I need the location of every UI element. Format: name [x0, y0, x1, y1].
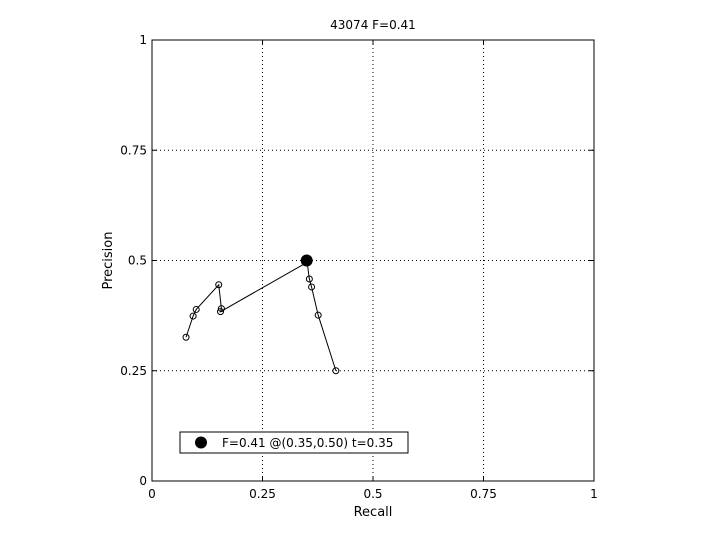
data-point	[215, 281, 223, 289]
x-tick-label: 0.5	[363, 487, 382, 501]
legend-box	[179, 431, 409, 454]
data-point	[217, 305, 225, 313]
legend-marker	[195, 436, 207, 449]
y-axis-label: Precision	[101, 231, 116, 289]
y-tick-label: 1	[139, 33, 147, 47]
data-point	[217, 308, 225, 316]
y-tick-label: 0.5	[128, 254, 147, 268]
x-tick-label: 0.75	[470, 487, 497, 501]
axis-ticks: 0 0.25 0.5 0.75 1 0 0.25 0.5 0.75 1	[120, 33, 598, 501]
y-tick-label: 0	[139, 474, 147, 488]
best-f-point	[300, 254, 313, 267]
x-axis-label: Recall	[354, 505, 393, 520]
grid	[152, 40, 594, 481]
data-point	[189, 312, 197, 320]
data-point	[332, 367, 340, 375]
legend-label: F=0.41 @(0.35,0.50) t=0.35	[222, 436, 393, 450]
data-point	[305, 275, 313, 283]
x-tick-label: 0.25	[249, 487, 276, 501]
data-point	[192, 305, 200, 313]
x-tick-label: 0	[148, 487, 156, 501]
series	[182, 254, 340, 375]
data-point	[182, 333, 190, 341]
data-point	[314, 311, 322, 319]
data-point	[308, 283, 316, 291]
legend: F=0.41 @(0.35,0.50) t=0.35	[179, 431, 409, 454]
x-tick-label: 1	[590, 487, 598, 501]
chart-title: 43074 F=0.41	[330, 18, 416, 32]
y-tick-label: 0.75	[120, 143, 147, 157]
y-tick-label: 0.25	[120, 364, 147, 378]
